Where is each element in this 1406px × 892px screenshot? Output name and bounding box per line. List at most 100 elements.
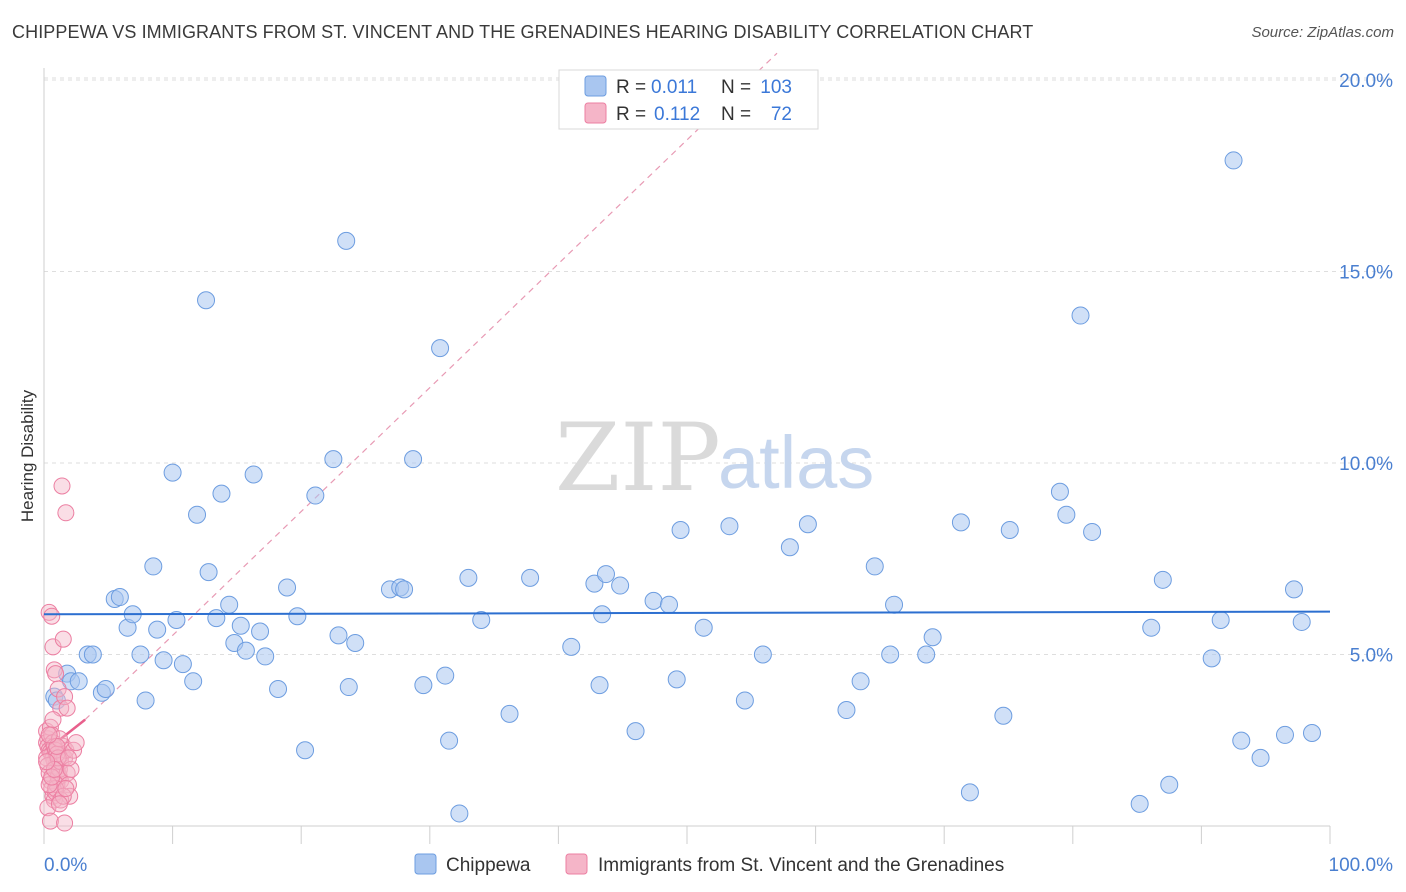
legend-r-label-2: R = [616,104,646,125]
chippewa-point-59 [590,676,609,695]
chippewa-point-78 [885,595,904,614]
chippewa-point-22 [188,505,207,524]
chippewa-point-35 [278,578,297,597]
chippewa-point-55 [500,704,519,723]
chippewa-point-56 [521,568,540,587]
chippewa-point-82 [960,783,979,802]
chippewa-point-74 [837,701,856,720]
chippewa-point-25 [207,609,226,628]
chippewa-points [45,151,1321,823]
chippewa-point-29 [231,616,250,635]
legend-box: R = 0.011 N = 103 R = 0.112 N = 72 [558,69,819,130]
chippewa-point-20 [173,655,192,674]
chippewa-point-53 [459,568,478,587]
immigrants-point-54 [67,734,85,752]
chippewa-point-92 [1160,775,1179,794]
chippewa-point-50 [436,666,455,685]
chippewa-point-31 [244,465,263,484]
chippewa-point-42 [339,678,358,697]
chippewa-point-94 [1211,611,1230,630]
chippewa-point-15 [144,557,163,576]
immigrants-point-71 [50,795,68,813]
chippewa-point-77 [881,645,900,664]
chippewa-point-8 [96,679,115,698]
chippewa-point-100 [1292,612,1311,631]
legend-r-value-1: 0.011 [651,77,697,98]
chippewa-point-48 [414,676,433,695]
legend-r-label-1: R = [616,77,646,98]
immigrants-point-6 [47,665,65,683]
bottom-legend-swatch-pink [565,853,588,875]
chippewa-point-101 [1302,724,1321,743]
chippewa-point-24 [199,563,218,582]
y-tick-label-1: 10.0% [1339,454,1393,475]
chippewa-point-52 [450,804,469,823]
chippewa-point-88 [1083,522,1102,541]
chippewa-point-6 [83,645,102,664]
chippewa-point-34 [269,679,288,698]
chippewa-point-60 [593,605,612,624]
watermark-zip: ZIP [555,404,721,513]
chippewa-point-30 [236,641,255,660]
chippewa-point-58 [585,574,604,593]
chippewa-point-89 [1130,794,1149,813]
chippewa-point-66 [667,670,686,689]
chippewa-point-83 [994,706,1013,725]
chippewa-point-79 [917,645,936,664]
chart-title: CHIPPEWA VS IMMIGRANTS FROM ST. VINCENT … [12,22,1034,42]
chippewa-point-40 [329,626,348,645]
chippewa-point-96 [1232,731,1251,750]
x-tick-label-1: 100.0% [1329,855,1394,876]
chippewa-point-75 [851,672,870,691]
chippewa-point-49 [431,339,450,358]
bottom-legend-label-chippewa: Chippewa [446,855,531,876]
chippewa-point-38 [306,486,325,505]
chippewa-point-62 [611,576,630,595]
chippewa-point-61 [596,565,615,584]
chippewa-point-57 [562,637,581,656]
chippewa-point-81 [951,513,970,532]
blue-trend-line [43,610,1331,616]
chippewa-point-32 [251,622,270,641]
source-label: Source: ZipAtlas.com [1251,24,1394,41]
chippewa-point-68 [694,618,713,637]
y-tick-label-2: 15.0% [1339,263,1393,284]
immigrants-point-56 [41,812,59,830]
chippewa-point-39 [324,450,343,469]
watermark-atlas: atlas [718,421,874,504]
bottom-legend-swatch-blue [414,853,437,875]
chippewa-point-87 [1071,306,1090,325]
chippewa-point-70 [735,691,754,710]
immigrants-point-69 [59,749,77,767]
chippewa-point-17 [154,651,173,670]
pink-trend-dashed [84,52,778,721]
chippewa-point-99 [1284,580,1303,599]
immigrants-point-3 [43,607,61,625]
immigrants-points [38,477,85,832]
immigrants-point-68 [44,711,62,729]
legend-n-value-1: 103 [760,77,792,98]
pink-trend-lines [43,52,778,754]
chippewa-point-69 [720,517,739,536]
chippewa-point-33 [256,647,275,666]
chippewa-point-91 [1153,570,1172,589]
chippewa-point-19 [167,611,186,630]
chippewa-point-36 [288,607,307,626]
chippewa-point-16 [148,620,167,639]
immigrants-point-66 [57,780,75,798]
y-tick-labels: 5.0% 10.0% 15.0% 20.0% [1339,71,1393,667]
chippewa-point-27 [220,595,239,614]
chippewa-point-95 [1224,151,1243,170]
chippewa-point-43 [346,634,365,653]
chippewa-point-23 [197,291,216,310]
legend-n-label-1: N = [721,77,751,98]
chippewa-point-13 [131,645,150,664]
immigrants-point-57 [56,814,74,832]
bottom-legend-label-immigrants: Immigrants from St. Vincent and the Gren… [598,855,1004,876]
x-tick-label-0: 0.0% [44,855,87,876]
legend-swatch-pink [584,102,607,124]
immigrants-point-63 [38,753,56,771]
chippewa-point-4 [69,672,88,691]
legend-r-value-2: 0.112 [654,104,700,125]
